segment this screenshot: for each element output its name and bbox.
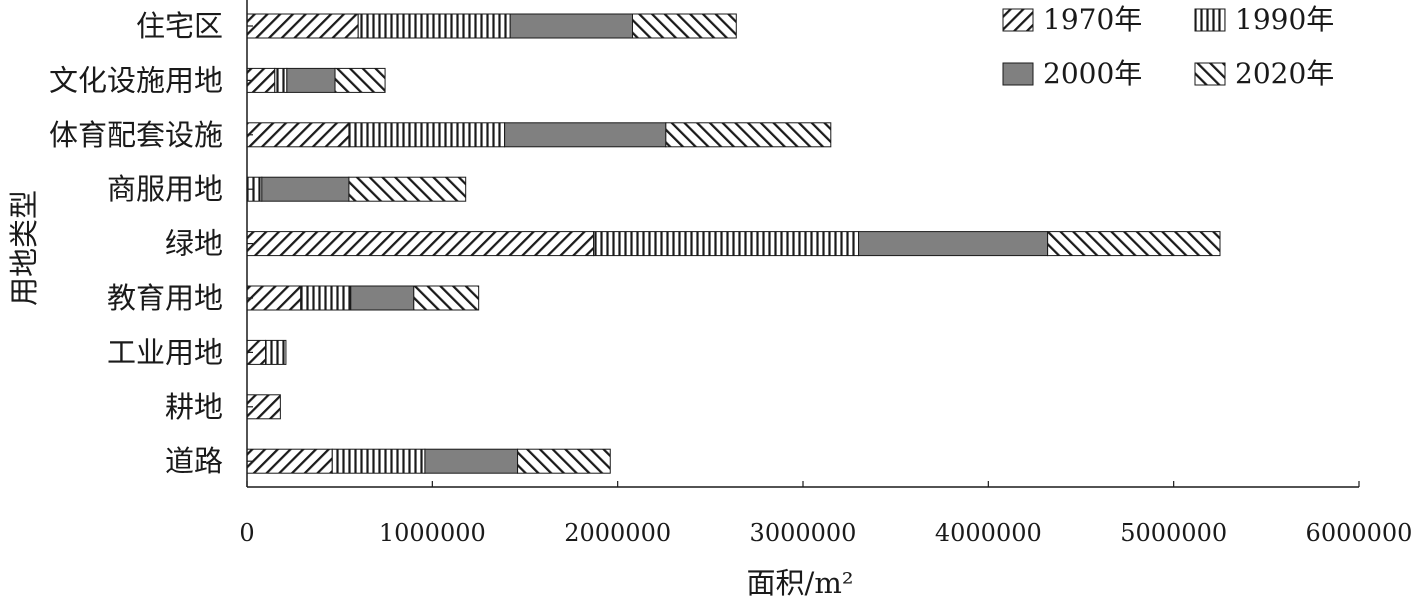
x-tick-label: 1000000 [379, 519, 486, 547]
legend-label: 1970年 [1043, 3, 1142, 36]
x-axis-title: 面积/m² [747, 566, 854, 600]
bar-segment [286, 67, 336, 93]
bar-row: 住宅区 [136, 9, 737, 43]
bar-row: 耕地 [165, 390, 281, 424]
x-tick-label: 5000000 [1120, 519, 1227, 547]
bar-segment [265, 339, 287, 365]
bar-segment [593, 231, 860, 257]
category-label: 道路 [165, 444, 223, 478]
bar-segment [517, 448, 611, 474]
x-tick-label: 3000000 [750, 519, 857, 547]
bar-segment [348, 176, 467, 202]
legend-label: 1990年 [1235, 3, 1334, 36]
category-label: 文化设施用地 [49, 63, 223, 97]
legend-item: 2020年 [1194, 57, 1334, 90]
bar-row: 商服用地 [107, 172, 467, 206]
bar-segment [334, 67, 386, 93]
legend-swatch [1194, 62, 1226, 86]
bar-row: 体育配套设施 [49, 118, 832, 152]
bar-segment [300, 285, 352, 311]
category-label: 住宅区 [136, 9, 223, 43]
bar-row: 绿地 [165, 227, 1221, 261]
legend-label: 2000年 [1043, 57, 1142, 90]
category-label: 教育用地 [107, 281, 223, 315]
category-label: 工业用地 [107, 335, 223, 369]
bar-row: 文化设施用地 [49, 63, 386, 97]
category-label: 绿地 [165, 227, 223, 261]
y-axis-title: 用地类型 [7, 190, 41, 306]
bar-segment [504, 122, 667, 148]
bar-segment [246, 285, 302, 311]
bar-segment [246, 13, 359, 39]
bar-segment [413, 285, 480, 311]
bar-segment [261, 176, 350, 202]
bar-row: 教育用地 [107, 281, 480, 315]
x-tick-label: 6000000 [1306, 519, 1413, 547]
bar-segment [331, 448, 426, 474]
legend-label: 2020年 [1235, 57, 1334, 90]
x-tick-label: 0 [239, 519, 254, 547]
bar-segment [1047, 231, 1221, 257]
bar-segment [631, 13, 737, 39]
legend-swatch [1002, 8, 1034, 32]
category-label: 体育配套设施 [49, 118, 223, 152]
bar-row: 道路 [165, 444, 611, 478]
bar-segment [858, 231, 1049, 257]
legend-swatch [1002, 62, 1034, 86]
bar-segment [274, 67, 288, 93]
category-label: 商服用地 [107, 172, 223, 206]
legend-item: 1970年 [1002, 3, 1142, 36]
bar-segment [665, 122, 832, 148]
legend-swatch [1194, 8, 1226, 32]
bar-segment [424, 448, 519, 474]
x-tick-label: 2000000 [564, 519, 671, 547]
category-label: 耕地 [165, 390, 223, 424]
legend-item: 1990年 [1194, 3, 1334, 36]
bar-segment [350, 285, 415, 311]
axes-layer: 0 1000000 2000000 3000000 4000000 5000000 6000… [239, 0, 1412, 547]
bar-segment [246, 231, 595, 257]
bar-row: 工业用地 [107, 335, 287, 369]
bar-segment [246, 448, 333, 474]
bar-segment [246, 122, 350, 148]
bar-segment [348, 122, 506, 148]
bar-segment [357, 13, 511, 39]
legend: 1970年 1990年 2000年 2020年 [1002, 3, 1334, 90]
legend-item: 2000年 [1002, 57, 1142, 90]
x-tick-label: 4000000 [935, 519, 1042, 547]
bar-segment [509, 13, 633, 39]
